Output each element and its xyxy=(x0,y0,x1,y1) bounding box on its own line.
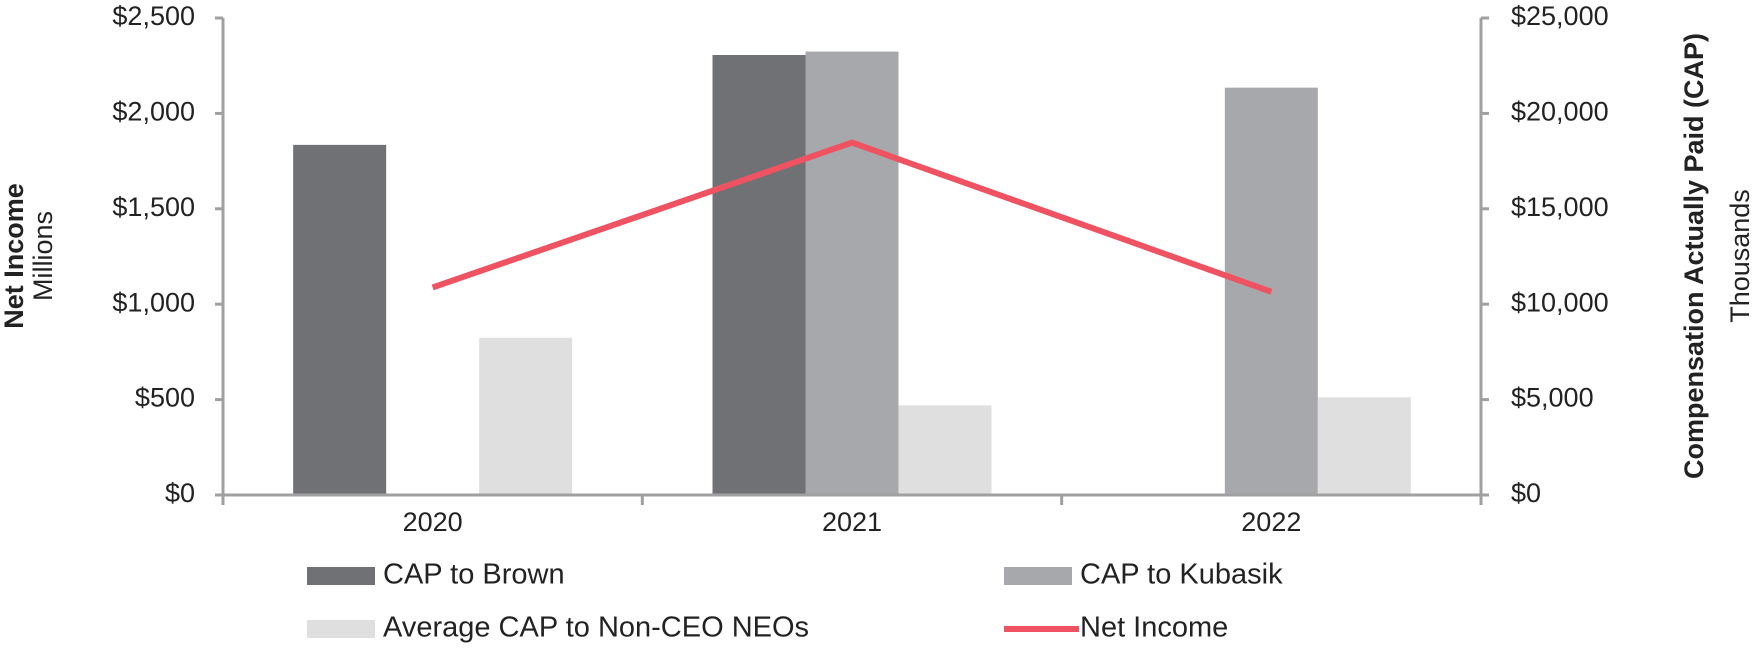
bar xyxy=(479,337,573,495)
y-tick-label: $500 xyxy=(135,383,195,413)
bar xyxy=(1317,397,1411,495)
x-tick-label: 2020 xyxy=(403,507,463,537)
y2-axis-subtitle: Thousands xyxy=(1725,189,1755,323)
y-tick-label: $2,000 xyxy=(112,97,195,127)
legend-swatch xyxy=(307,567,375,585)
y-tick-label: $0 xyxy=(165,478,195,508)
y2-tick-label: $20,000 xyxy=(1511,97,1609,127)
bar xyxy=(293,144,387,495)
y-tick-label: $2,500 xyxy=(112,1,195,31)
y2-tick-label: $15,000 xyxy=(1511,192,1609,222)
legend-label: Net Income xyxy=(1080,612,1228,644)
y2-tick-label: $0 xyxy=(1511,478,1541,508)
bar xyxy=(898,405,992,495)
legend-label: CAP to Kubasik xyxy=(1080,559,1283,591)
line xyxy=(431,139,1273,295)
y-tick-label: $1,500 xyxy=(112,192,195,222)
y2-axis-title: Compensation Actually Paid (CAP) xyxy=(1679,33,1709,479)
legend-swatch xyxy=(307,620,375,638)
y-axis-subtitle: Millions xyxy=(28,211,58,301)
y-tick-label: $1,000 xyxy=(112,287,195,317)
x-tick-label: 2021 xyxy=(822,507,882,537)
legend-label: Average CAP to Non-CEO NEOs xyxy=(383,612,809,644)
y2-tick-label: $25,000 xyxy=(1511,1,1609,31)
legend-label: CAP to Brown xyxy=(383,559,565,591)
y-axis-title: Net Income xyxy=(0,183,29,329)
x-tick-label: 2022 xyxy=(1241,507,1301,537)
y2-tick-label: $10,000 xyxy=(1511,287,1609,317)
bar xyxy=(712,55,806,496)
legend-swatch xyxy=(1004,567,1072,585)
y2-tick-label: $5,000 xyxy=(1511,383,1594,413)
bar xyxy=(805,51,899,495)
